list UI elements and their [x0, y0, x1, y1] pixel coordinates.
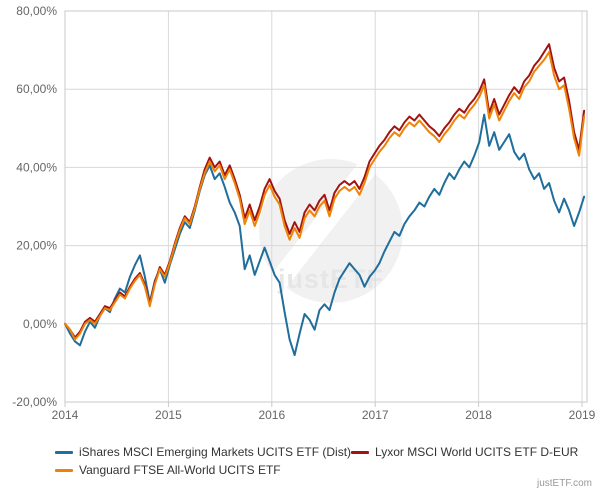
legend-item-ishares-msci-em[interactable]: iShares MSCI Emerging Markets UCITS ETF …: [55, 444, 351, 461]
line-series-icon: [351, 451, 369, 454]
line-series-icon: [55, 469, 73, 472]
x-axis-tick-label: 2017: [362, 408, 389, 422]
legend-label: Lyxor MSCI World UCITS ETF D-EUR: [375, 445, 579, 459]
y-axis-tick-label: -20,00%: [12, 395, 57, 409]
series-line[interactable]: [64, 51, 586, 341]
y-axis-tick-label: 60,00%: [16, 82, 57, 96]
legend-label: Vanguard FTSE All-World UCITS ETF: [79, 463, 281, 477]
legend-item-vanguard-ftse-all-world[interactable]: Vanguard FTSE All-World UCITS ETF: [55, 462, 351, 479]
line-series-icon: [55, 451, 73, 454]
y-axis-tick-label: 20,00%: [16, 239, 57, 253]
y-axis-tick-label: 80,00%: [16, 4, 57, 18]
x-axis-tick-label: 2015: [155, 408, 182, 422]
legend-item-lyxor-msci-world[interactable]: Lyxor MSCI World UCITS ETF D-EUR: [351, 444, 595, 461]
justetf-watermark-footer: justETF.com: [536, 478, 592, 489]
chart-legend: iShares MSCI Emerging Markets UCITS ETF …: [55, 444, 595, 479]
y-axis-tick-label: 40,00%: [16, 160, 57, 174]
x-axis-tick-label: 2018: [465, 408, 492, 422]
x-axis-tick-label: 2014: [52, 408, 79, 422]
plot-border: [64, 10, 588, 403]
performance-line-chart[interactable]: justETF 80,00% 60,00% 40,00% 20,00% 0,00% -20,…: [0, 0, 600, 432]
x-axis-tick-label: 2016: [258, 408, 285, 422]
y-axis-tick-label: 0,00%: [23, 317, 57, 331]
legend-label: iShares MSCI Emerging Markets UCITS ETF …: [79, 445, 352, 459]
x-axis-tick-label: 2019: [569, 408, 596, 422]
watermark-text: justETF: [277, 264, 384, 294]
